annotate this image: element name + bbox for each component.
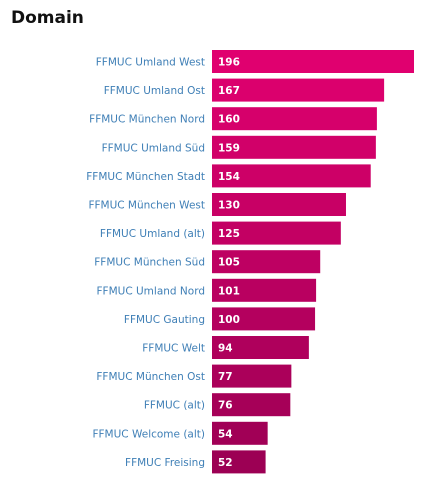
bar[interactable]	[212, 164, 371, 188]
bar[interactable]	[212, 221, 341, 245]
category-label[interactable]: FFMUC Welt	[142, 343, 205, 355]
bar-value-label: 100	[218, 314, 240, 326]
bar-value-label: 76	[218, 400, 233, 412]
bar-value-label: 167	[218, 85, 240, 97]
category-label[interactable]: FFMUC Umland Süd	[102, 142, 205, 154]
category-label[interactable]: FFMUC München Süd	[94, 257, 205, 269]
bar[interactable]	[212, 421, 268, 445]
bar[interactable]	[212, 50, 414, 73]
bar[interactable]	[212, 393, 291, 417]
bar-value-label: 196	[218, 57, 240, 69]
bar[interactable]	[212, 78, 385, 102]
bar[interactable]	[212, 250, 321, 274]
category-label[interactable]: FFMUC Welcome (alt)	[92, 428, 205, 440]
category-label[interactable]: FFMUC (alt)	[144, 400, 205, 412]
bar[interactable]	[212, 278, 317, 302]
bar[interactable]	[212, 450, 266, 474]
bar-value-label: 125	[218, 228, 240, 240]
bar[interactable]	[212, 336, 309, 359]
category-label[interactable]: FFMUC München Stadt	[86, 171, 205, 183]
bar-value-label: 159	[218, 142, 240, 154]
bar-value-label: 154	[218, 171, 240, 183]
bar[interactable]	[212, 193, 346, 216]
bar-value-label: 160	[218, 114, 240, 126]
category-label[interactable]: FFMUC Umland (alt)	[100, 228, 205, 240]
category-label[interactable]: FFMUC Umland West	[96, 57, 205, 69]
bar-value-label: 105	[218, 257, 240, 269]
bar[interactable]	[212, 364, 292, 388]
category-label[interactable]: FFMUC Umland Nord	[97, 285, 206, 297]
bar-value-label: 77	[218, 371, 233, 383]
category-label[interactable]: FFMUC Umland Ost	[104, 85, 205, 97]
bar-value-label: 130	[218, 200, 240, 212]
category-label[interactable]: FFMUC München West	[88, 200, 205, 212]
category-label[interactable]: FFMUC Freising	[125, 457, 205, 469]
panel-title: Domain	[11, 8, 84, 28]
bar[interactable]	[212, 107, 377, 131]
bar[interactable]	[212, 135, 376, 159]
category-label[interactable]: FFMUC München Nord	[89, 114, 205, 126]
bar-value-label: 94	[218, 343, 233, 355]
bar-value-label: 101	[218, 285, 240, 297]
category-label[interactable]: FFMUC München Ost	[96, 371, 205, 383]
bar-value-label: 52	[218, 457, 233, 469]
bar[interactable]	[212, 307, 316, 331]
category-label[interactable]: FFMUC Gauting	[124, 314, 205, 326]
bar-value-label: 54	[218, 428, 233, 440]
